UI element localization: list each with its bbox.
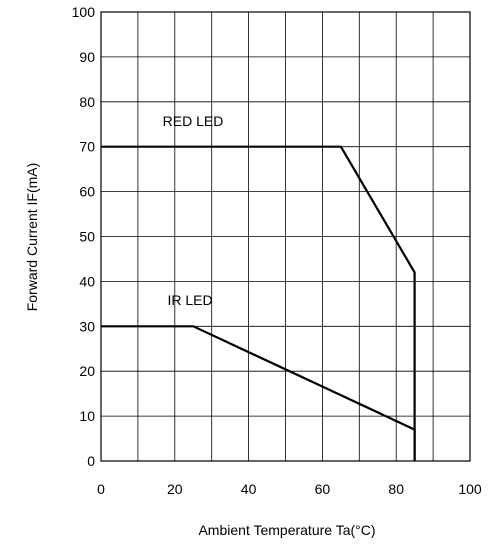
- y-tick-label: 40: [79, 273, 95, 289]
- y-tick-label: 20: [79, 363, 95, 379]
- x-tick-label: 20: [167, 481, 183, 497]
- y-tick-label: 70: [79, 139, 95, 155]
- x-tick-label: 80: [388, 481, 404, 497]
- y-tick-label: 100: [72, 4, 96, 20]
- series-label-ir-led: IR LED: [167, 292, 212, 308]
- y-tick-label: 30: [79, 318, 95, 334]
- x-tick-label: 40: [241, 481, 257, 497]
- x-tick-label: 0: [97, 481, 105, 497]
- y-tick-label: 80: [79, 94, 95, 110]
- x-tick-labels: 0 20 40 60 80 100: [97, 481, 482, 497]
- plot-frame: [100, 11, 471, 462]
- y-tick-label: 50: [79, 229, 95, 245]
- y-tick-label: 90: [79, 49, 95, 65]
- y-tick-labels: 0 10 20 30 40 50 60 70 80 90 100: [72, 4, 96, 469]
- series-lines: [101, 145, 416, 461]
- series-line-red-led: [101, 145, 416, 461]
- x-axis-title: Ambient Temperature Ta(°C): [198, 522, 375, 538]
- series-line-ir-led: [101, 325, 416, 461]
- series-label-red-led: RED LED: [163, 113, 224, 129]
- y-tick-label: 10: [79, 408, 95, 424]
- x-tick-label: 60: [315, 481, 331, 497]
- y-tick-label: 60: [79, 184, 95, 200]
- x-tick-label: 100: [458, 481, 482, 497]
- y-tick-label: 0: [87, 453, 95, 469]
- y-axis-title: Forward Current IF(mA): [24, 163, 40, 312]
